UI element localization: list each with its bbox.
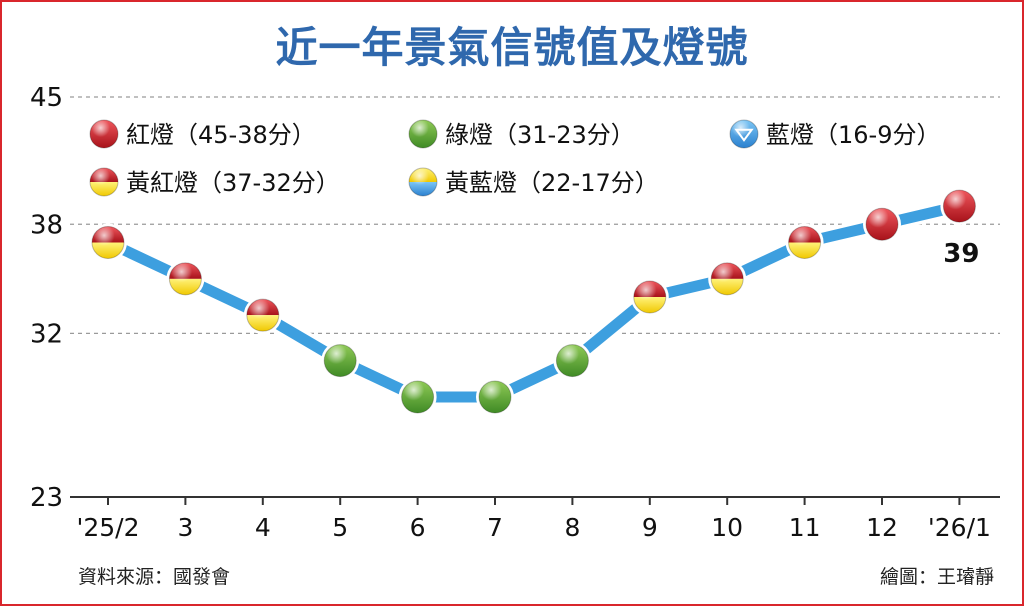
light-shine [90,120,118,148]
light-shine [711,262,744,295]
chart-title: 近一年景氣信號值及燈號 [275,23,749,72]
legend-marker-red [87,117,121,151]
light-outline [942,189,976,223]
light-shine [401,381,434,413]
light-shine [92,226,124,259]
light-shine [866,208,898,241]
x-tick-label: '26/1 [928,513,991,542]
x-tick-label: 3 [177,513,193,542]
data-points [89,187,979,416]
y-tick-label-45: 45 [30,83,63,113]
y-tick-label-32: 32 [30,319,63,349]
x-tick-label: 6 [410,513,426,542]
light-shine [409,168,437,196]
data-point-4 [398,378,437,416]
light-outline [788,225,822,259]
light-outline [246,298,280,332]
x-tick-label: 9 [642,513,658,542]
x-tick-label: 7 [487,513,503,542]
light-shine [169,262,202,295]
light-outline [710,262,744,296]
light-outline [168,262,202,296]
data-labels: 39 [943,239,979,269]
data-point-0 [89,223,127,262]
legend-label-yellow-red: 黃紅燈（37-32分） [126,169,340,197]
light-outline [323,344,357,378]
light-outline [555,344,589,378]
data-point-3 [321,341,360,380]
light-outline [478,380,512,414]
data-label-11: 39 [943,239,979,269]
credit-note: 繪圖：王璿靜 [879,566,994,588]
series-line-path [102,200,965,403]
data-point-1 [166,259,205,298]
source-note: 資料來源：國發會 [78,566,231,588]
legend-label-red: 紅燈（45-38分） [126,121,316,149]
data-point-11 [940,187,979,226]
data-point-8 [708,259,747,298]
y-tick-label-23: 23 [30,483,63,513]
data-point-9 [785,223,824,262]
light-outline [89,119,119,149]
x-tick-label: 8 [564,513,580,542]
light-outline [633,280,667,314]
grid-lines [70,96,1000,335]
x-tick-label: 12 [866,513,898,542]
x-tick-label: 11 [789,513,821,542]
light-shine [730,120,758,148]
legend: 紅燈（45-38分） 綠燈（31-23分） 藍燈（16-9分） 黃紅燈（37-32分）… [87,117,940,199]
light-outline [408,167,438,197]
light-shine [633,281,666,313]
light-shine [788,226,821,259]
light-outline [89,167,119,197]
light-shine [246,299,279,332]
legend-marker-yellow-red [87,165,121,199]
data-point-5 [476,378,514,416]
legend-label-green: 綠燈（31-23分） [445,121,635,149]
x-tick-label: 10 [711,513,743,542]
series-line [99,197,969,406]
data-point-2 [243,296,282,335]
light-outline [865,207,899,241]
legend-marker-green [406,117,440,151]
light-outline [91,225,125,259]
light-shine [409,120,437,148]
data-point-10 [863,205,901,244]
light-shine [479,381,511,413]
light-outline [729,119,759,149]
light-outline [401,380,435,414]
x-tick-label: 5 [332,513,348,542]
light-shine [556,344,589,377]
data-point-7 [630,278,669,316]
x-tick-label: '25/2 [76,513,139,542]
data-point-6 [553,341,592,380]
legend-marker-yellow-blue [406,165,440,199]
legend-label-blue: 藍燈（16-9分） [766,121,940,149]
x-tick-label: 4 [255,513,271,542]
light-shine [943,190,976,223]
light-shine [90,168,118,196]
legend-label-yellow-blue: 黃藍燈（22-17分） [445,169,659,197]
light-outline [408,119,438,149]
legend-marker-blue [727,117,761,151]
light-shine [324,344,357,377]
y-tick-label-38: 38 [30,210,63,240]
